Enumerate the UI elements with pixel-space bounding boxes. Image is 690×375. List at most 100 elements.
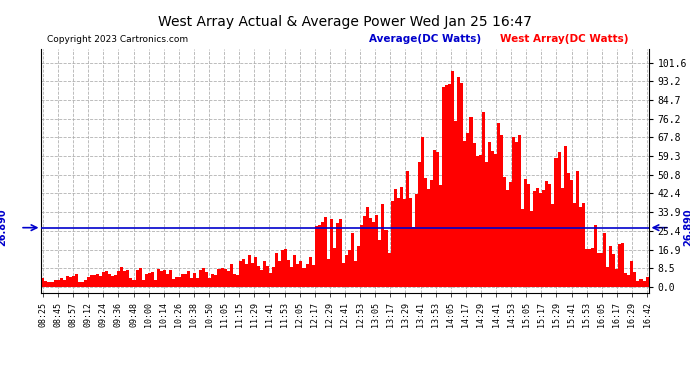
Bar [618,244,621,287]
Bar [175,278,178,287]
Bar [506,190,509,287]
Bar [615,269,618,287]
Bar [540,193,542,287]
Bar [418,162,421,287]
Bar [260,270,263,287]
Bar [406,171,408,287]
Bar [439,185,442,287]
Bar [549,184,551,287]
Bar [482,112,484,287]
Bar [272,267,275,287]
Bar [132,280,135,287]
Bar [363,216,366,287]
Bar [412,227,415,287]
Bar [302,268,306,287]
Bar [78,282,81,287]
Bar [424,178,427,287]
Bar [473,143,475,287]
Bar [415,194,418,287]
Bar [624,273,627,287]
Bar [163,270,166,287]
Bar [375,214,378,287]
Bar [606,267,609,287]
Bar [421,137,424,287]
Bar [600,253,603,287]
Bar [469,117,473,287]
Bar [588,249,591,287]
Bar [166,274,169,287]
Bar [491,151,494,287]
Bar [631,261,633,287]
Bar [524,179,527,287]
Bar [75,274,78,287]
Text: Average(DC Watts): Average(DC Watts) [369,34,482,44]
Bar [369,218,373,287]
Bar [44,281,48,287]
Bar [66,276,69,287]
Bar [585,249,588,287]
Bar [199,270,202,287]
Bar [560,188,564,287]
Bar [373,222,375,287]
Bar [63,280,66,287]
Bar [324,217,327,287]
Bar [633,272,636,287]
Bar [509,182,512,287]
Bar [527,184,530,287]
Bar [57,280,59,287]
Bar [336,223,339,287]
Bar [169,270,172,287]
Bar [190,278,193,287]
Bar [69,277,72,287]
Bar [48,282,50,287]
Bar [579,207,582,287]
Bar [306,264,308,287]
Bar [139,268,141,287]
Bar [339,219,342,287]
Bar [330,219,333,287]
Bar [154,280,157,287]
Bar [308,256,312,287]
Bar [102,272,105,287]
Bar [315,226,317,287]
Bar [636,281,640,287]
Bar [454,121,457,287]
Bar [254,256,257,287]
Bar [59,278,63,287]
Bar [466,133,469,287]
Bar [503,177,506,287]
Bar [226,270,230,287]
Bar [266,266,269,287]
Bar [145,274,148,287]
Bar [603,233,606,287]
Bar [251,263,254,287]
Bar [488,142,491,287]
Bar [236,275,239,287]
Bar [360,225,363,287]
Bar [448,84,451,287]
Text: West Array Actual & Average Power Wed Jan 25 16:47: West Array Actual & Average Power Wed Ja… [158,15,532,29]
Bar [366,207,369,287]
Bar [108,274,111,287]
Bar [575,171,579,287]
Bar [187,271,190,287]
Bar [382,204,384,287]
Bar [433,150,436,287]
Text: 26.890: 26.890 [0,209,7,246]
Bar [573,203,575,287]
Bar [160,271,163,287]
Bar [609,246,612,287]
Text: 26.890: 26.890 [683,209,690,246]
Bar [299,261,302,287]
Bar [181,274,184,287]
Bar [564,146,566,287]
Bar [297,264,299,287]
Bar [442,87,445,287]
Bar [512,137,515,287]
Bar [393,189,397,287]
Bar [248,255,251,287]
Bar [333,248,336,287]
Bar [558,152,560,287]
Bar [582,203,585,287]
Text: Copyright 2023 Cartronics.com: Copyright 2023 Cartronics.com [48,35,188,44]
